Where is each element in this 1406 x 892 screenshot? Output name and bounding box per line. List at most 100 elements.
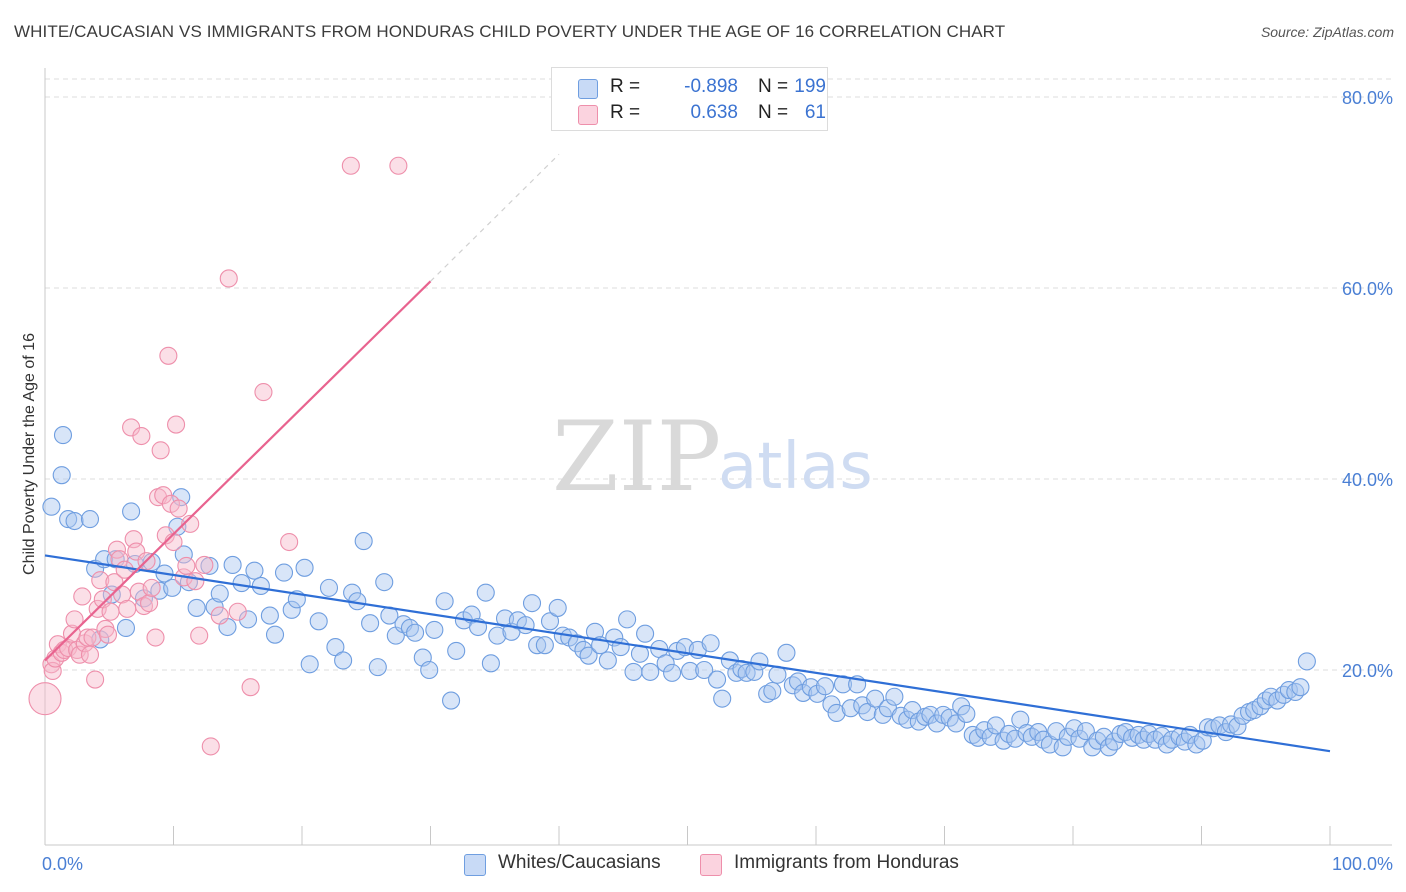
data-point-honduras: [164, 532, 183, 552]
data-point-whites: [681, 661, 700, 681]
data-point-honduras: [210, 606, 229, 625]
data-point-whites: [274, 563, 294, 582]
data-point-whites: [1279, 681, 1298, 700]
data-point-honduras: [80, 645, 100, 664]
data-point-whites: [65, 511, 84, 531]
data-point-whites: [435, 592, 454, 611]
data-point-whites: [540, 612, 560, 631]
data-point-whites: [232, 574, 251, 593]
data-point-whites: [300, 655, 319, 674]
legend-r-value: -0.898: [684, 76, 738, 97]
data-point-honduras: [65, 610, 84, 629]
data-point-whites: [898, 710, 917, 729]
data-point-whites: [567, 634, 587, 653]
data-point-whites: [827, 703, 846, 723]
data-point-whites: [758, 684, 777, 703]
data-point-honduras: [169, 499, 188, 518]
chart-title: WHITE/CAUCASIAN VS IMMIGRANTS FROM HONDU…: [14, 22, 1006, 41]
data-point-whites: [309, 612, 328, 631]
data-point-whites: [334, 651, 353, 670]
series-honduras-points: [28, 156, 408, 756]
data-point-whites: [737, 663, 756, 682]
data-point-whites: [116, 618, 136, 638]
data-point-whites: [885, 687, 904, 706]
data-point-whites: [260, 606, 279, 625]
data-point-honduras: [186, 572, 205, 591]
watermark-zip: ZIP: [552, 401, 721, 513]
data-point-honduras: [159, 346, 178, 365]
data-point-whites: [1286, 682, 1305, 702]
data-point-whites: [442, 691, 461, 710]
data-point-honduras: [156, 526, 175, 545]
data-point-whites: [663, 663, 682, 682]
tick-labels: 20.0% 40.0% 60.0% 80.0% 0.0% 100.0%: [42, 88, 1393, 874]
data-point-whites: [106, 550, 125, 569]
data-point-honduras: [228, 602, 247, 621]
data-point-whites: [1228, 717, 1247, 736]
trendline-whites: [44, 554, 1331, 753]
data-point-whites: [713, 689, 732, 708]
data-point-honduras: [142, 578, 161, 597]
data-point-whites: [808, 684, 827, 703]
data-point-honduras: [86, 670, 105, 689]
data-point-whites: [1065, 719, 1084, 738]
y-tick-label: 80.0%: [1342, 88, 1393, 108]
data-point-whites: [618, 610, 637, 629]
data-point-whites: [59, 510, 78, 529]
y-axis-label: Child Poverty Under the Age of 16: [21, 333, 38, 575]
data-point-whites: [641, 662, 660, 681]
legend-n-label: N =: [758, 76, 789, 97]
data-point-whites: [406, 623, 425, 642]
y-tick-label: 40.0%: [1342, 470, 1393, 490]
data-point-whites: [122, 502, 141, 521]
data-point-whites: [656, 654, 675, 673]
data-point-honduras: [59, 638, 78, 658]
data-point-honduras: [195, 555, 214, 575]
data-point-honduras: [280, 532, 299, 552]
data-point-whites: [522, 594, 542, 613]
trendline-honduras: [44, 280, 432, 662]
bottom-legend-label-whites: Whites/Caucasians: [498, 852, 661, 873]
data-point-whites: [187, 598, 206, 617]
data-point-honduras: [341, 156, 360, 175]
data-point-whites: [205, 597, 224, 617]
legend-swatch-whites: [578, 79, 598, 99]
data-point-whites: [598, 651, 617, 670]
data-point-whites: [750, 652, 769, 671]
data-point-whites: [282, 600, 301, 619]
data-point-whites: [375, 573, 394, 592]
data-point-whites: [481, 654, 500, 673]
data-point-honduras: [98, 625, 118, 644]
bottom-legend-swatch-honduras: [700, 854, 722, 876]
data-point-whites: [574, 640, 593, 659]
data-point-whites: [801, 678, 820, 697]
data-point-whites: [815, 677, 835, 696]
data-point-honduras: [177, 556, 196, 575]
data-point-whites: [975, 721, 994, 740]
data-point-whites: [420, 660, 439, 680]
data-point-honduras: [151, 441, 170, 460]
data-point-whites: [368, 658, 387, 677]
legend-r-value: 0.638: [690, 102, 738, 123]
axes: [44, 68, 1392, 846]
data-point-whites: [1070, 729, 1089, 748]
trendline-honduras-extension: [430, 153, 560, 282]
data-point-whites: [200, 556, 219, 575]
legend-n-value: 199: [794, 76, 826, 97]
data-point-whites: [245, 561, 264, 580]
data-point-honduras: [134, 596, 153, 616]
data-point-whites: [476, 583, 495, 602]
data-point-whites: [822, 695, 841, 714]
data-point-whites: [708, 670, 727, 689]
data-point-whites: [265, 625, 285, 644]
data-point-whites: [528, 636, 547, 655]
data-point-honduras: [241, 678, 260, 697]
data-point-honduras: [146, 628, 165, 647]
data-point-honduras: [389, 156, 408, 175]
data-point-whites: [238, 610, 258, 629]
data-point-whites: [295, 558, 314, 577]
data-point-honduras: [132, 426, 151, 446]
correlation-legend: R = -0.898 N = 199 R = 0.638 N = 61: [551, 67, 828, 131]
data-point-whites: [53, 426, 73, 445]
data-point-whites: [163, 578, 182, 597]
